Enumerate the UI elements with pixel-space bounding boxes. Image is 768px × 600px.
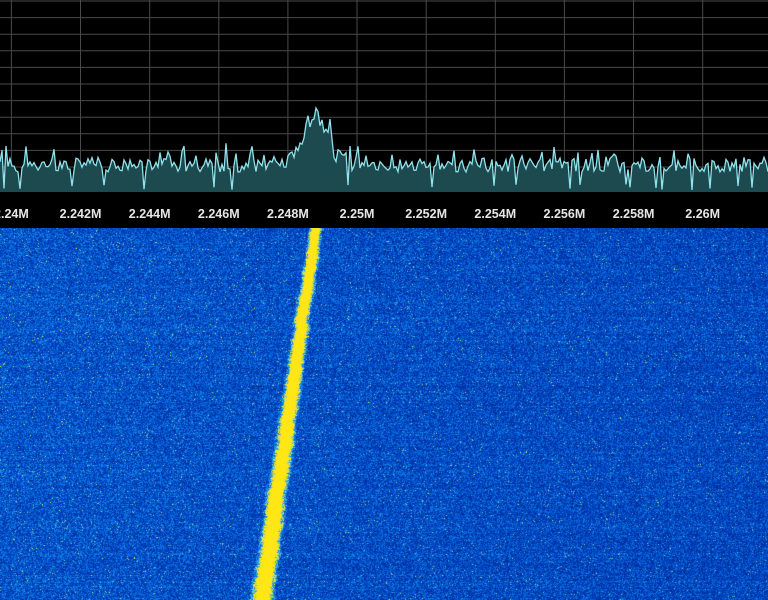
freq-tick-label: 2.256M: [543, 207, 586, 221]
freq-tick-label: 2.24M: [0, 207, 29, 221]
freq-tick-label: 2.242M: [59, 207, 102, 221]
spectrum-trace-fill: [0, 108, 768, 192]
freq-tick-label: 2.248M: [267, 207, 309, 221]
frequency-axis: 2.24M 2.242M 2.244M 2.246M 2.248M 2.25M …: [0, 192, 768, 228]
freq-tick-label: 2.258M: [612, 207, 655, 221]
freq-tick-label: 2.25M: [339, 207, 375, 221]
freq-tick-label: 2.252M: [405, 207, 448, 221]
freq-tick-label: 2.254M: [474, 207, 517, 221]
freq-tick-label: 2.26M: [685, 207, 721, 221]
freq-tick-label: 2.246M: [197, 207, 240, 221]
spectrum-trace: [0, 106, 768, 191]
waterfall-display[interactable]: [0, 228, 768, 600]
freq-tick-label: 2.244M: [128, 207, 171, 221]
spectrum-plot[interactable]: [0, 0, 768, 192]
